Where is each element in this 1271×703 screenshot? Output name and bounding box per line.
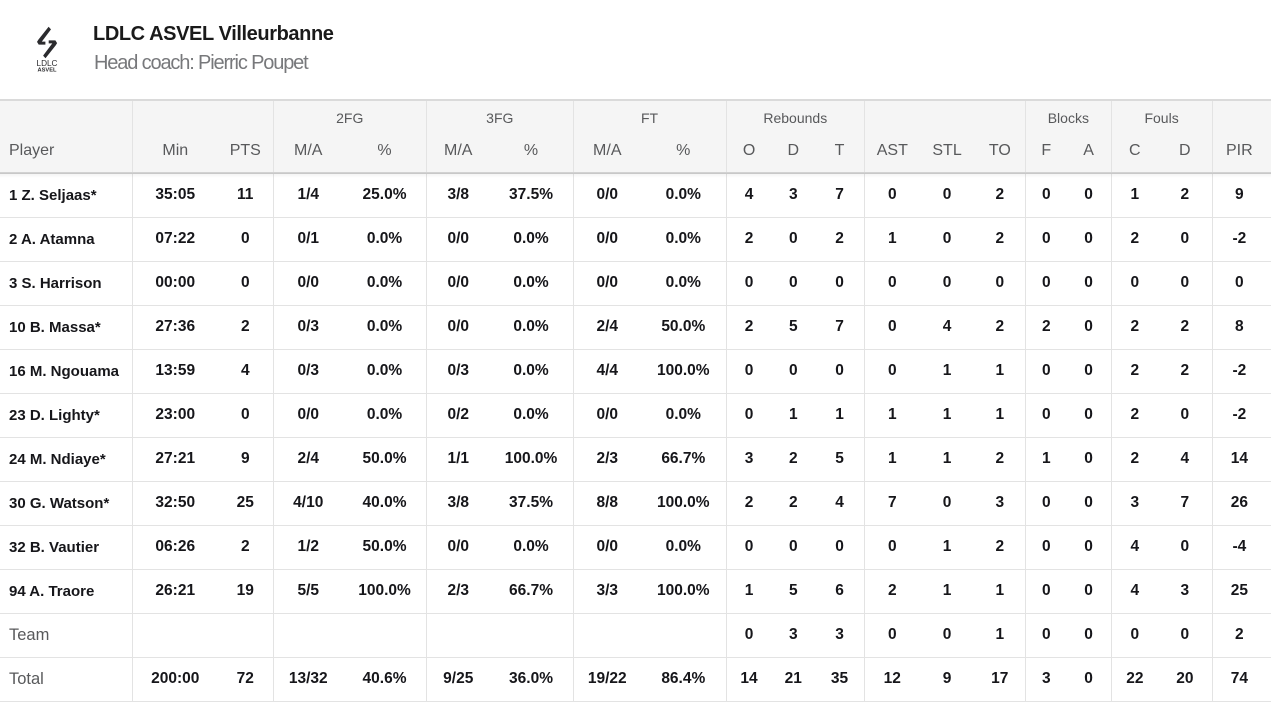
svg-text:LDLC: LDLC	[37, 58, 58, 68]
svg-text:ASVEL: ASVEL	[38, 68, 58, 74]
